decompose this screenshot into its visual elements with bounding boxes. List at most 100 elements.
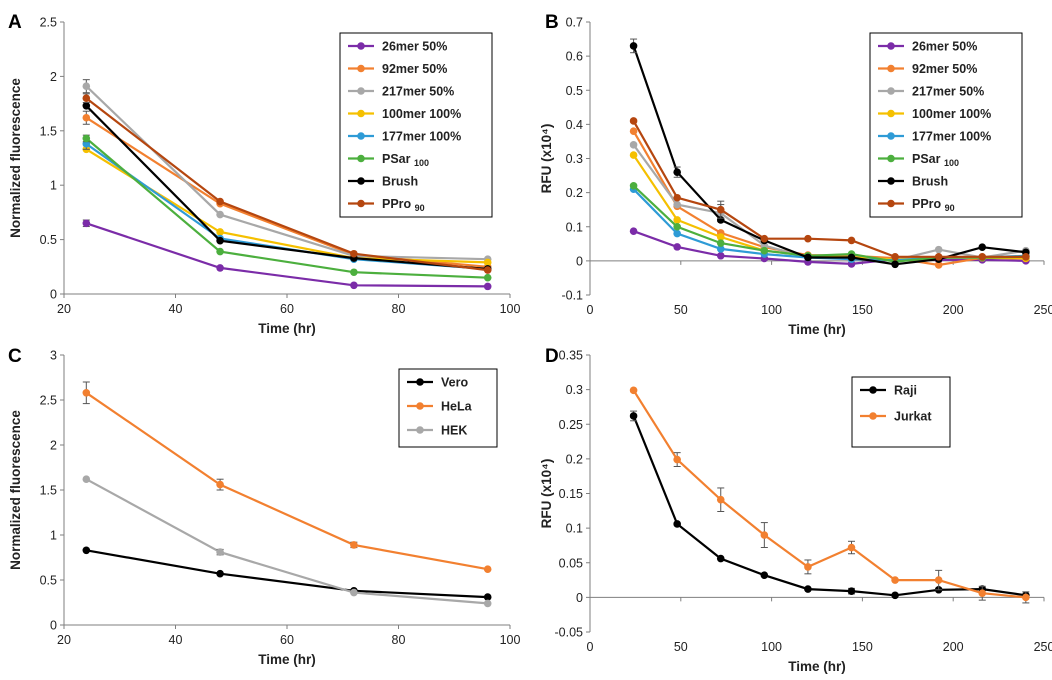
data-point <box>847 587 856 595</box>
y-tick-label: 0.1 <box>566 522 583 536</box>
legend-box <box>851 376 951 448</box>
data-point <box>1022 252 1030 261</box>
legend-label: 217mer 50% <box>912 85 984 99</box>
legend-label: 26mer 50% <box>912 40 977 54</box>
data-point <box>673 200 681 209</box>
data-point <box>978 252 987 261</box>
legend-label: Jurkat <box>894 410 932 424</box>
series-ppro <box>82 93 492 274</box>
y-tick-label: 0.6 <box>566 50 583 64</box>
data-point <box>804 563 812 571</box>
x-tick-label: 50 <box>674 640 688 654</box>
y-tick-label: 0 <box>50 288 57 302</box>
data-point <box>716 239 725 247</box>
y-tick-label: 0.05 <box>559 556 583 570</box>
y-tick-label: 2 <box>50 439 57 453</box>
y-tick-label: 0.4 <box>566 118 583 132</box>
data-point <box>760 246 769 255</box>
panel-label: D <box>545 346 559 367</box>
legend-swatch-marker <box>357 87 365 95</box>
data-point <box>978 589 987 598</box>
series-vero <box>82 546 492 601</box>
y-tick-label: 0 <box>50 619 57 633</box>
legend-label-subscript: 100 <box>414 158 429 168</box>
legend: Vero HeLa HEK <box>398 368 498 448</box>
legend-label: PPro 90 <box>912 197 955 213</box>
legend-label: Brush <box>912 175 948 189</box>
y-tick-label: 2 <box>50 70 57 84</box>
data-point <box>629 227 638 235</box>
data-point <box>673 520 681 528</box>
legend-label: PPro 90 <box>382 197 425 213</box>
data-point <box>891 576 899 584</box>
x-tick-label: 100 <box>500 302 521 316</box>
legend-swatch-marker <box>357 109 365 118</box>
legend-swatch-marker <box>887 154 895 163</box>
data-point <box>673 222 681 231</box>
data-point <box>483 266 492 274</box>
panel-a: A 0 0.5 1 1.5 2 2.5 20 40 60 80 100 Time (hr) Normali… <box>8 12 520 336</box>
y-tick-label: 0.2 <box>566 186 583 200</box>
data-point <box>629 127 638 135</box>
x-tick-label: 200 <box>943 640 964 654</box>
data-point <box>483 273 492 282</box>
x-tick-label: 100 <box>500 633 521 647</box>
y-tick-label: 0 <box>576 254 583 268</box>
series-psar <box>82 134 492 282</box>
data-point <box>82 389 91 397</box>
y-tick-label: 1.5 <box>40 124 57 138</box>
data-point <box>82 546 91 555</box>
x-tick-label: 0 <box>587 303 594 317</box>
legend-swatch-marker <box>357 199 365 208</box>
legend-label: 177mer 100% <box>912 130 991 144</box>
legend-label-subscript: 90 <box>945 203 955 213</box>
legend-label: 92mer 50% <box>382 62 447 76</box>
series-line <box>85 222 488 288</box>
y-tick-label: 0.7 <box>566 16 583 30</box>
data-point <box>847 543 856 552</box>
data-point <box>804 253 812 262</box>
legend-box <box>339 32 493 218</box>
series-26mer-50- <box>82 219 492 291</box>
data-point <box>934 245 943 254</box>
legend-swatch-marker <box>416 426 424 434</box>
legend-swatch-marker <box>869 412 877 420</box>
legend-label: Raji <box>894 384 917 398</box>
data-point <box>82 82 91 90</box>
data-point <box>760 234 769 243</box>
data-point <box>716 205 725 214</box>
data-point <box>673 168 681 176</box>
data-point <box>716 554 725 563</box>
x-tick-label: 40 <box>169 633 183 647</box>
data-point <box>82 94 91 102</box>
data-point <box>216 548 224 556</box>
legend-label: Vero <box>441 376 468 390</box>
data-point <box>82 101 91 110</box>
y-tick-label: 2.5 <box>40 16 57 30</box>
data-point <box>934 252 943 261</box>
legend-label: 100mer 100% <box>912 107 991 121</box>
series-line <box>86 549 488 599</box>
y-tick-label: -0.1 <box>561 289 583 303</box>
series-hela <box>82 381 492 573</box>
data-point <box>804 234 812 243</box>
data-point <box>483 258 492 267</box>
data-point <box>483 599 492 608</box>
panel-c: C 0 0.5 1 1.5 2 2.5 3 20 40 60 80 100 Time (hr) Normal… <box>8 346 520 667</box>
legend-swatch-marker <box>357 132 365 140</box>
series-line <box>632 120 1026 258</box>
x-tick-label: 100 <box>761 640 782 654</box>
legend-label: HEK <box>441 424 467 438</box>
data-point <box>82 475 91 484</box>
data-point <box>216 480 224 489</box>
series-line <box>85 391 488 571</box>
y-tick-label: 0.15 <box>559 487 583 501</box>
data-point <box>716 233 725 241</box>
series-line <box>85 137 488 279</box>
legend-label: 177mer 100% <box>382 130 461 144</box>
data-point <box>216 228 224 236</box>
y-tick-label: 0.5 <box>40 574 57 588</box>
data-point <box>716 251 725 260</box>
legend-label: 92mer 50% <box>912 62 977 76</box>
